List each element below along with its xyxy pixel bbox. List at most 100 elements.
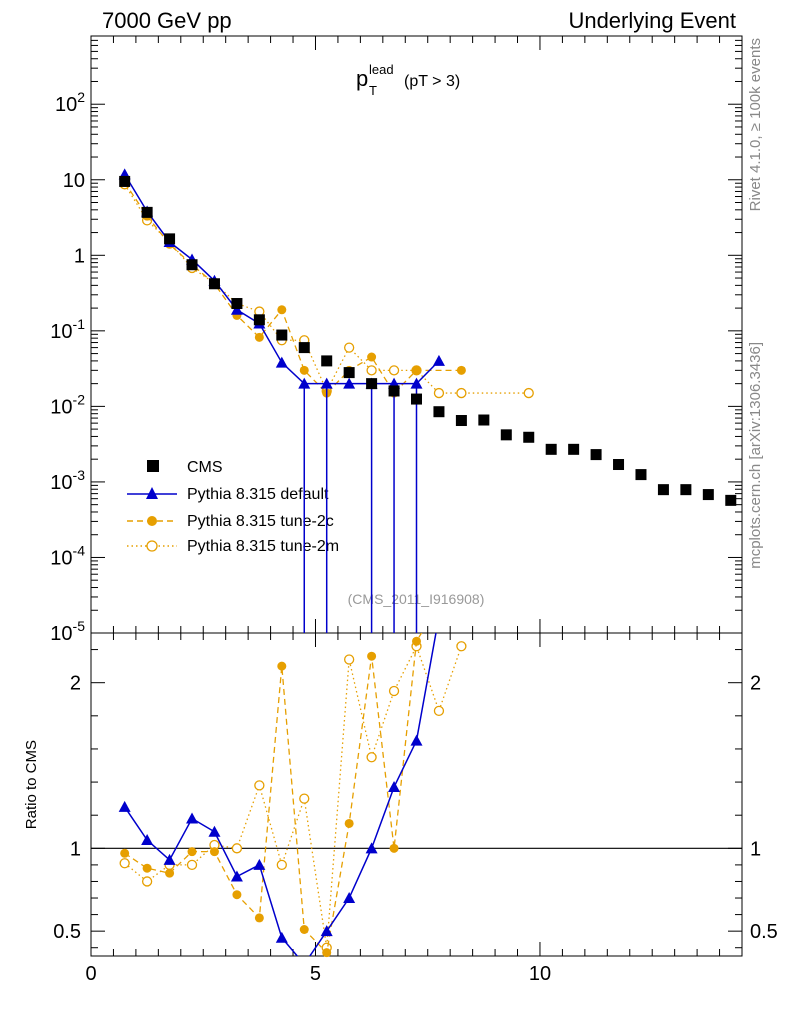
legend-label-default: Pythia 8.315 default bbox=[187, 486, 329, 503]
data-point-cms bbox=[231, 298, 243, 310]
y-tick-label-ratio-right: 2 bbox=[750, 673, 761, 695]
y-tick-label-main: 1 bbox=[74, 245, 85, 267]
ratio-point-tune2m bbox=[456, 641, 467, 652]
data-point-cms bbox=[164, 233, 176, 245]
data-point-cms bbox=[141, 206, 153, 218]
title-sub: T bbox=[369, 83, 377, 98]
data-point-cms bbox=[478, 414, 490, 426]
ratio-point-tune2m bbox=[388, 685, 400, 697]
data-point-cms bbox=[366, 378, 378, 390]
legend-label-cms: CMS bbox=[187, 459, 223, 476]
ratio-point-tune2c bbox=[142, 863, 152, 873]
ratio-point-default bbox=[230, 870, 243, 882]
data-point-cms bbox=[119, 175, 131, 187]
data-point-cms bbox=[702, 489, 714, 501]
series-line-default bbox=[124, 173, 440, 385]
x-tick-label: 10 bbox=[529, 963, 551, 985]
ratio-point-tune2c bbox=[165, 868, 175, 878]
y-tick-label-ratio-right: 0.5 bbox=[750, 921, 778, 943]
legend-marker-tune2c bbox=[147, 516, 157, 526]
y-tick-label-main: 10-4 bbox=[50, 542, 85, 569]
data-point-cms bbox=[253, 314, 265, 326]
ratio-point-tune2c bbox=[344, 818, 354, 828]
data-point-cms bbox=[455, 415, 467, 427]
legend-label-tune2m: Pythia 8.315 tune-2m bbox=[187, 538, 339, 555]
data-point-cms bbox=[208, 278, 220, 290]
y-tick-label-main: 10-3 bbox=[50, 467, 85, 494]
data-point-tune2c bbox=[299, 365, 309, 375]
ratio-point-default bbox=[186, 812, 199, 824]
legend-marker-cms bbox=[147, 460, 159, 472]
ratio-point-tune2c bbox=[120, 848, 130, 858]
ratio-point-default bbox=[163, 853, 176, 865]
ratio-point-default bbox=[141, 834, 154, 846]
data-point-cms bbox=[500, 429, 512, 441]
data-point-cms bbox=[523, 431, 535, 443]
data-point-cms bbox=[343, 367, 355, 379]
data-point-cms bbox=[321, 355, 333, 367]
ratio-y-label: Ratio to CMS bbox=[23, 740, 40, 829]
rivet-label: Rivet 4.1.0, ≥ 100k events bbox=[747, 38, 764, 211]
data-point-cms bbox=[276, 329, 288, 341]
ratio-point-tune2m bbox=[231, 843, 243, 854]
ratio-point-default bbox=[208, 825, 221, 837]
ratio-point-tune2c bbox=[209, 847, 219, 857]
y-tick-label-main: 10-1 bbox=[50, 316, 85, 343]
y-tick-label-main: 10-5 bbox=[50, 618, 85, 645]
data-point-cms bbox=[680, 484, 692, 496]
header-left: 7000 GeV pp bbox=[102, 8, 232, 33]
ratio-point-tune2c bbox=[232, 890, 242, 900]
data-point-tune2m bbox=[456, 387, 467, 399]
ratio-point-default bbox=[365, 842, 378, 854]
data-point-default bbox=[410, 377, 423, 389]
y-tick-label-main: 10 bbox=[63, 170, 85, 192]
ratio-point-tune2m bbox=[366, 752, 377, 763]
data-point-tune2m bbox=[344, 342, 355, 353]
ratio-point-default bbox=[343, 892, 356, 904]
ratio-point-tune2m bbox=[299, 793, 310, 804]
data-point-cms bbox=[388, 385, 400, 397]
data-point-cms bbox=[635, 469, 647, 481]
mcplots-label: mcplots.cern.ch [arXiv:1306.3436] bbox=[747, 342, 764, 569]
title-base: p bbox=[356, 66, 368, 91]
ratio-point-tune2c bbox=[277, 661, 287, 671]
ratio-point-tune2c bbox=[389, 843, 399, 853]
data-point-tune2c bbox=[277, 305, 287, 315]
data-point-cms bbox=[657, 484, 669, 496]
ratio-point-tune2c bbox=[254, 913, 264, 923]
data-point-default bbox=[432, 354, 445, 366]
data-point-tune2m bbox=[433, 387, 445, 399]
data-point-tune2c bbox=[254, 332, 264, 342]
x-tick-label: 5 bbox=[310, 963, 321, 985]
ratio-point-tune2c bbox=[299, 924, 309, 934]
data-point-cms bbox=[433, 406, 445, 418]
y-tick-label-ratio: 1 bbox=[70, 838, 81, 860]
title-rest: (pT > 3) bbox=[404, 73, 460, 90]
ratio-point-default bbox=[275, 931, 288, 943]
data-point-cms bbox=[411, 393, 422, 405]
header-right: Underlying Event bbox=[568, 8, 736, 33]
ratio-point-tune2m bbox=[186, 859, 198, 871]
data-point-cms bbox=[590, 449, 602, 461]
ratio-panel-frame bbox=[90, 632, 743, 957]
data-point-default bbox=[298, 377, 311, 389]
ratio-line-tune2c bbox=[124, 633, 423, 955]
data-point-default bbox=[275, 356, 288, 368]
legend-marker-tune2m bbox=[146, 540, 158, 552]
ratio-line-tune2m bbox=[124, 644, 463, 948]
legend-label-tune2c: Pythia 8.315 tune-2c bbox=[187, 513, 334, 530]
ratio-point-tune2m bbox=[119, 858, 130, 869]
data-point-tune2c bbox=[367, 352, 377, 362]
data-point-cms bbox=[725, 494, 737, 506]
legend: CMS Pythia 8.315 default Pythia 8.315 tu… bbox=[127, 459, 339, 555]
ratio-point-tune2c bbox=[187, 847, 197, 857]
y-tick-label-main: 102 bbox=[55, 89, 85, 116]
data-point-tune2m bbox=[388, 365, 400, 376]
ratio-point-tune2m bbox=[141, 876, 153, 887]
series-line-tune2c bbox=[124, 182, 462, 395]
ratio-point-tune2m bbox=[276, 859, 287, 871]
data-point-cms bbox=[186, 259, 198, 271]
ratio-point-default bbox=[253, 858, 266, 870]
data-point-default bbox=[230, 303, 243, 315]
